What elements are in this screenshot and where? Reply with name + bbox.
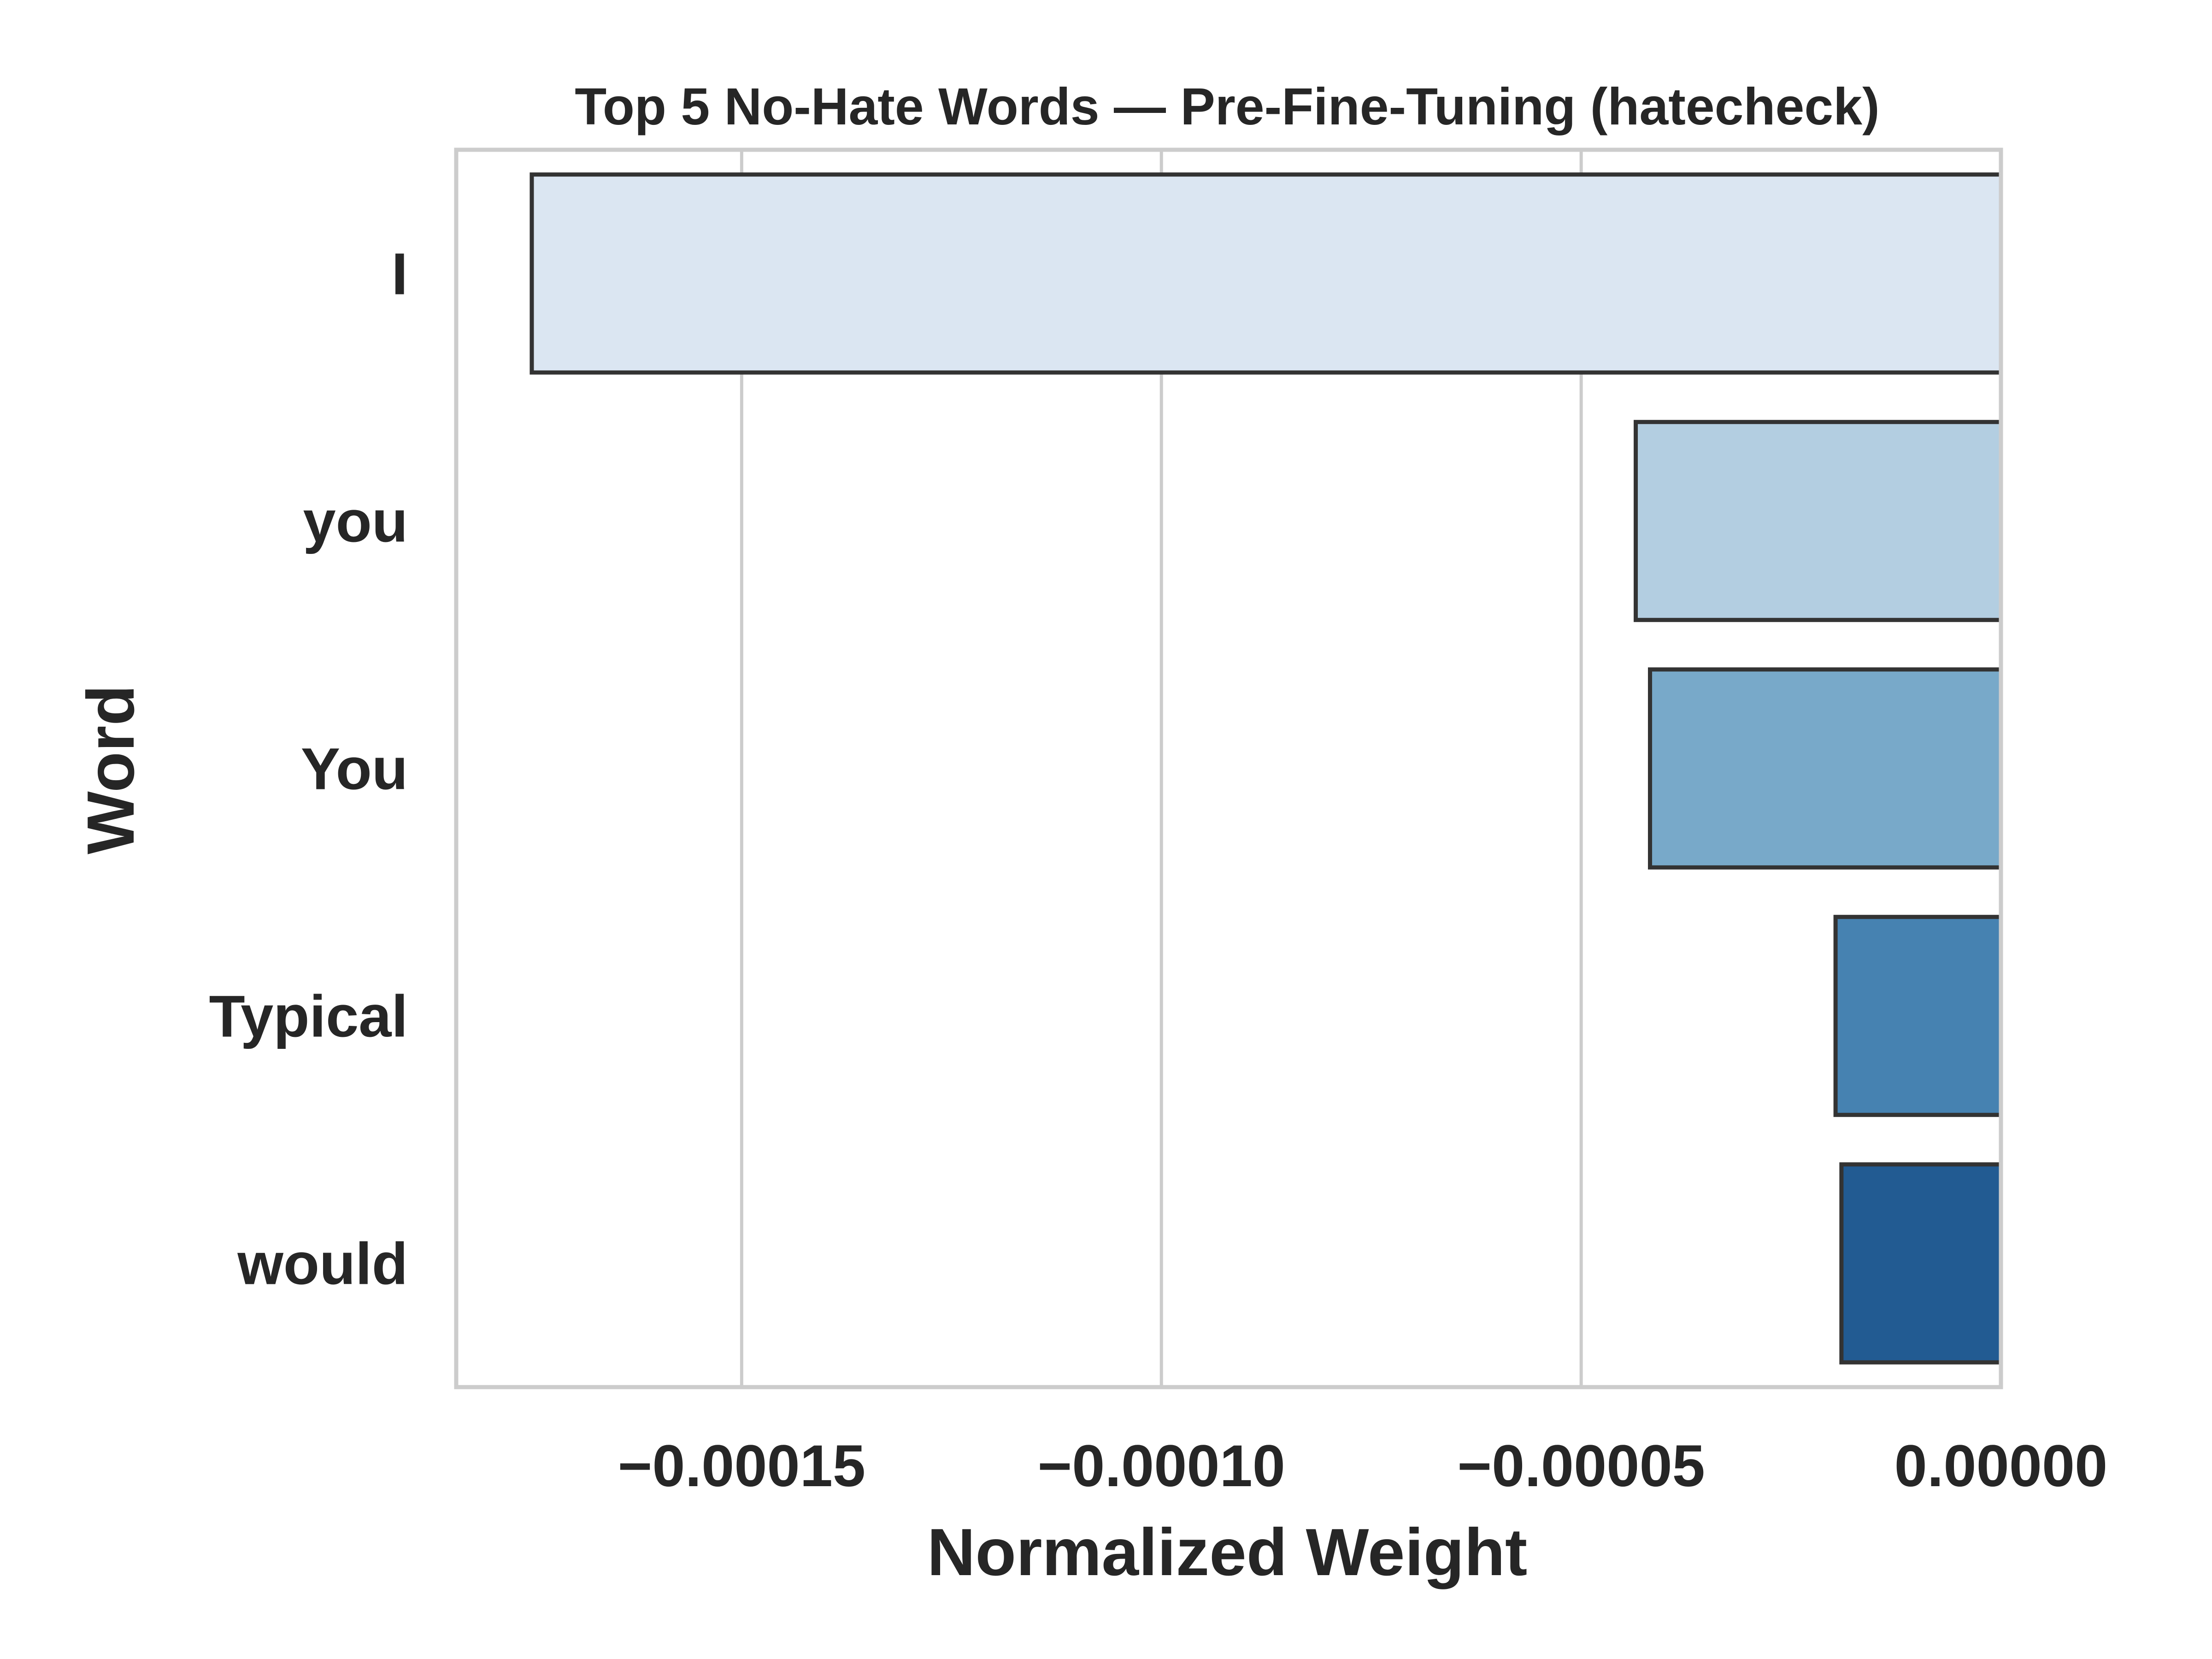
x-tick-label: −0.00015 bbox=[618, 1433, 865, 1499]
y-axis-label: Word bbox=[73, 685, 148, 854]
x-axis-label: Normalized Weight bbox=[927, 1515, 1527, 1589]
bar-you bbox=[1648, 667, 2003, 870]
chart-title: Top 5 No-Hate Words — Pre-Fine-Tuning (h… bbox=[575, 77, 1879, 135]
bars bbox=[529, 172, 2003, 1365]
bar-would bbox=[1839, 1162, 2003, 1365]
y-tick-label: would bbox=[237, 1231, 408, 1297]
y-tick-label: I bbox=[391, 241, 408, 307]
x-tick-labels: −0.00015 −0.00010 −0.00005 0.00000 bbox=[618, 1433, 2108, 1499]
x-tick-label: 0.00000 bbox=[1894, 1433, 2108, 1499]
x-tick-label: −0.00010 bbox=[1038, 1433, 1285, 1499]
y-tick-label: you bbox=[303, 489, 408, 555]
x-tick-label: −0.00005 bbox=[1457, 1433, 1705, 1499]
bar-you bbox=[1634, 420, 2003, 622]
bar-i bbox=[529, 172, 2003, 375]
plot-frame bbox=[454, 147, 2003, 1389]
y-tick-label: Typical bbox=[209, 984, 408, 1050]
y-tick-label: You bbox=[301, 736, 408, 802]
bar-typical bbox=[1833, 915, 2003, 1117]
